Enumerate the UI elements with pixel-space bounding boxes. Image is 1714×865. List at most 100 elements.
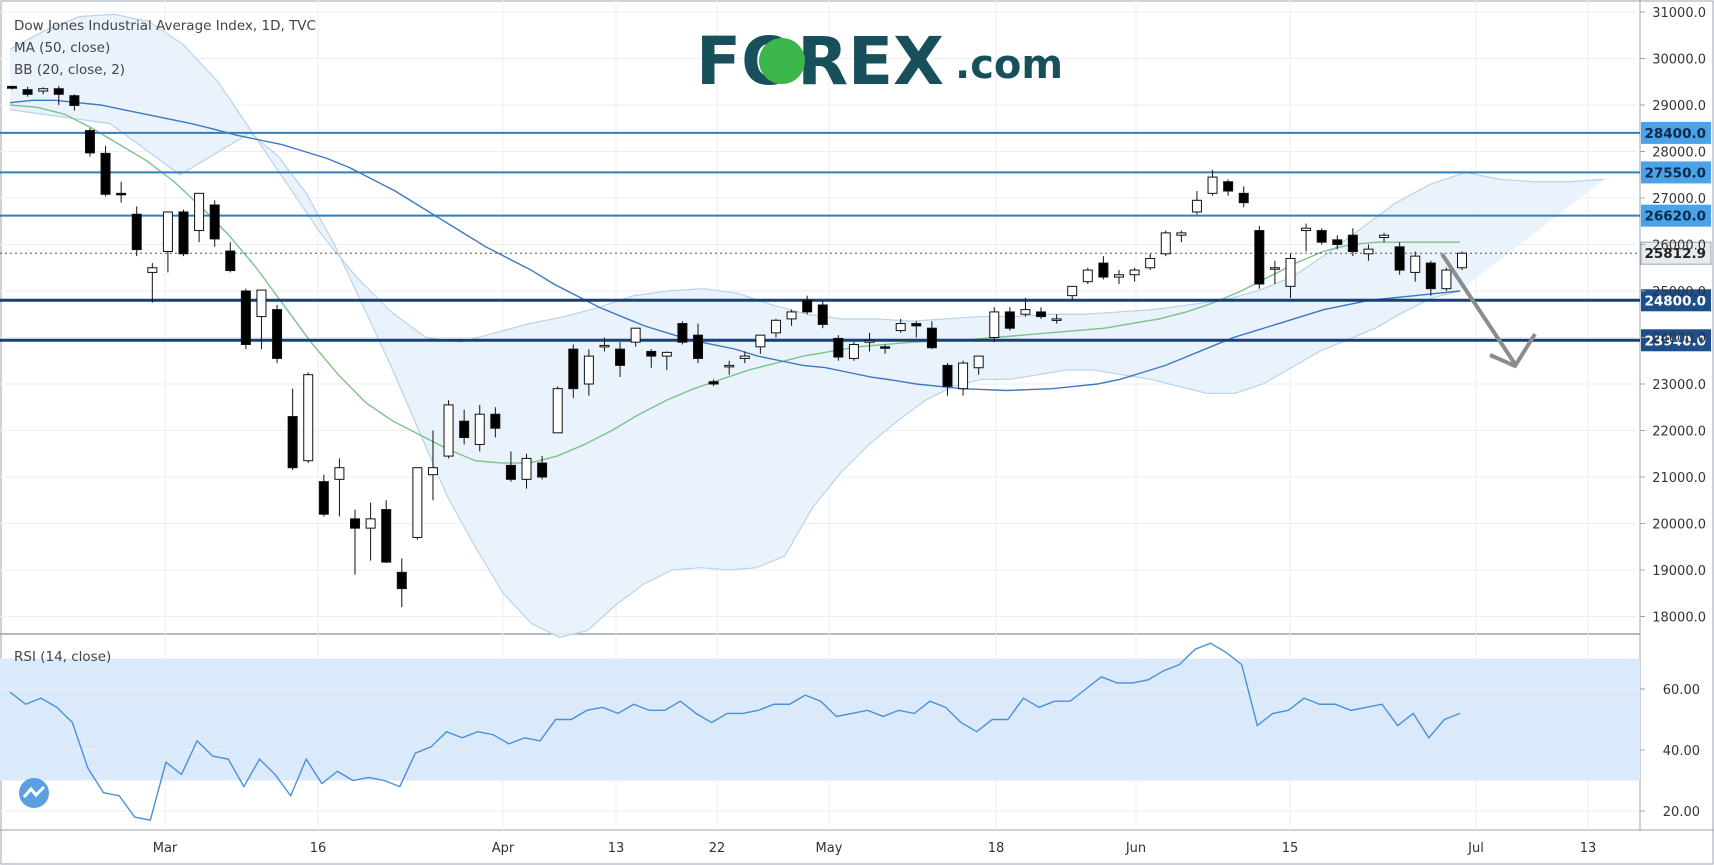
candle xyxy=(194,192,205,243)
candle xyxy=(318,474,329,517)
candle xyxy=(552,386,563,434)
candle xyxy=(147,263,158,303)
price-level-tag xyxy=(1641,289,1711,312)
candle-body-down xyxy=(942,364,953,387)
candle xyxy=(1051,314,1062,324)
y-tick-label: 24000.0 xyxy=(1652,332,1706,347)
y-tick-label: 19000.0 xyxy=(1652,564,1706,579)
candle-body-up xyxy=(303,374,314,462)
candle-body-down xyxy=(1332,239,1343,246)
x-tick-label: 18 xyxy=(988,841,1005,856)
y-tick-label: 29000.0 xyxy=(1652,99,1706,114)
candle-body-up xyxy=(724,364,735,368)
candle-body-down xyxy=(69,95,80,106)
price-level-label: 24800.0 xyxy=(1645,293,1707,309)
candle-body-down xyxy=(350,518,361,529)
candle xyxy=(973,355,984,375)
candle-body-down xyxy=(7,85,17,89)
x-tick-label: 16 xyxy=(310,841,327,856)
y-tick-label: 26000.0 xyxy=(1652,239,1706,254)
candle-body-down xyxy=(833,337,844,358)
candle-body-down xyxy=(209,204,220,240)
candle-body-up xyxy=(1285,257,1296,287)
candle-body-up xyxy=(1410,255,1421,273)
candle xyxy=(240,288,251,350)
candle-body-up xyxy=(1269,267,1280,270)
rsi-panel xyxy=(0,642,1640,821)
candle-body-up xyxy=(755,334,766,348)
candle xyxy=(1301,223,1312,252)
candle xyxy=(1347,228,1358,257)
candle xyxy=(739,351,750,364)
candle-body-up xyxy=(1207,176,1218,194)
candle-body-down xyxy=(178,211,189,255)
candle-body-down xyxy=(568,348,579,390)
candle xyxy=(521,453,532,489)
candle xyxy=(1129,267,1140,282)
candle xyxy=(396,558,407,608)
candle-body-down xyxy=(22,89,33,95)
candle xyxy=(1145,253,1156,271)
x-tick-label: May xyxy=(816,841,843,856)
candle xyxy=(287,388,298,471)
price-level-tag xyxy=(1641,329,1711,352)
rsi-tick-label: 20.00 xyxy=(1663,805,1700,820)
candle-body-up xyxy=(365,518,376,529)
candle xyxy=(162,211,173,273)
candle xyxy=(53,85,64,105)
candle-body-up xyxy=(1160,232,1171,255)
candle xyxy=(1176,230,1187,243)
candle xyxy=(1441,267,1452,291)
candle xyxy=(1036,307,1047,319)
y-tick-label: 21000.0 xyxy=(1652,471,1706,486)
candle xyxy=(225,242,236,273)
candle-body-up xyxy=(1082,269,1093,283)
candle xyxy=(1285,253,1296,298)
candle-body-up xyxy=(1067,285,1078,297)
candle xyxy=(864,332,875,352)
candle xyxy=(334,458,345,517)
candle xyxy=(459,409,470,445)
candle xyxy=(272,304,283,364)
price-level-label: 23940.0 xyxy=(1645,333,1707,349)
candle-body-up xyxy=(958,362,969,390)
candle xyxy=(1160,230,1171,257)
candle-body-up xyxy=(412,467,423,538)
candle-body-up xyxy=(583,355,594,385)
candle-body-up xyxy=(770,319,781,334)
candle-body-down xyxy=(116,192,127,196)
candle-body-up xyxy=(162,211,173,252)
candle xyxy=(131,206,142,257)
candle xyxy=(303,372,314,464)
candle xyxy=(1394,242,1405,275)
candle-body-up xyxy=(38,88,49,92)
candle xyxy=(942,363,953,396)
candle xyxy=(817,301,828,329)
y-tick-label: 27000.0 xyxy=(1652,192,1706,207)
price-level-label: 28400.0 xyxy=(1645,126,1707,142)
candle xyxy=(1425,260,1436,296)
candle-body-up xyxy=(1363,248,1374,255)
candle xyxy=(490,407,501,438)
candle xyxy=(599,337,610,352)
candle xyxy=(1379,232,1390,243)
candle-body-up xyxy=(599,344,610,348)
candle-body-up xyxy=(1301,227,1312,232)
candle xyxy=(178,209,189,257)
candle-body-up xyxy=(989,311,1000,338)
x-tick-label: Apr xyxy=(492,841,515,856)
candle xyxy=(1067,285,1078,301)
candle-body-up xyxy=(521,457,532,480)
candle-body-down xyxy=(537,462,548,478)
candle xyxy=(209,200,220,247)
candle xyxy=(84,128,95,157)
candle xyxy=(880,344,891,354)
candle-body-down xyxy=(240,290,251,345)
candle-body-down xyxy=(84,130,95,154)
candle-body-up xyxy=(1051,318,1062,321)
candle-body-down xyxy=(1036,311,1047,318)
candle-body-down xyxy=(505,464,516,480)
candle-body-up xyxy=(334,467,345,480)
candle-body-up xyxy=(1113,274,1124,278)
